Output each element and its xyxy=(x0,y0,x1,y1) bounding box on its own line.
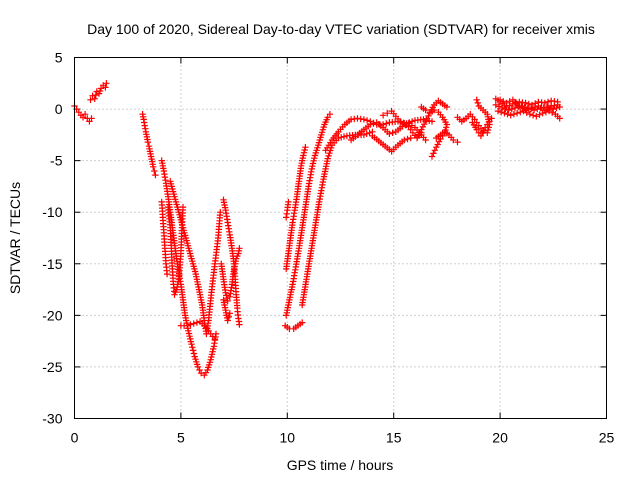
series-track-t xyxy=(379,107,404,125)
series-markers xyxy=(282,319,306,332)
series-markers xyxy=(469,115,495,140)
series-track-y xyxy=(454,96,493,136)
x-tick-label: 15 xyxy=(386,430,402,446)
y-tick-label: -10 xyxy=(42,204,62,220)
series-track-ab xyxy=(494,107,563,122)
chart-title: Day 100 of 2020, Sidereal Day-to-day VTE… xyxy=(87,21,595,37)
series-markers xyxy=(218,245,243,305)
x-tick-label: 25 xyxy=(599,430,615,446)
series-markers xyxy=(433,128,461,146)
series-track-m xyxy=(283,144,309,273)
series-markers xyxy=(418,97,451,116)
y-tick-label: 0 xyxy=(55,101,63,117)
series-markers xyxy=(454,96,493,136)
y-tick-label: 5 xyxy=(55,50,63,66)
x-tick-label: 10 xyxy=(280,430,296,446)
series-markers xyxy=(220,296,233,324)
y-tick-label: -5 xyxy=(50,153,63,169)
y-tick-label: -30 xyxy=(42,411,62,427)
series-markers xyxy=(139,111,159,179)
series-track-g xyxy=(167,178,224,338)
series-markers xyxy=(299,128,376,309)
series-track-p xyxy=(299,128,376,309)
series-track-s xyxy=(369,132,414,155)
series-track-b xyxy=(87,80,110,103)
y-tick-label: -25 xyxy=(42,359,62,375)
series-track-z xyxy=(469,115,495,140)
y-tick-label: -20 xyxy=(42,307,62,323)
series-markers xyxy=(283,111,334,319)
series-track-e xyxy=(158,198,171,278)
x-tick-label: 5 xyxy=(177,430,185,446)
series-markers xyxy=(379,107,404,125)
series-track-v xyxy=(418,97,451,116)
series-track-h xyxy=(177,318,219,343)
y-tick-label: -15 xyxy=(42,256,62,272)
data-points xyxy=(71,80,563,379)
series-markers xyxy=(87,80,110,103)
series-markers xyxy=(167,178,224,338)
series-track-l xyxy=(282,319,306,332)
series-markers xyxy=(283,144,309,273)
series-track-o xyxy=(283,198,292,221)
x-tick-label: 0 xyxy=(71,430,79,446)
series-markers xyxy=(177,318,219,343)
series-track-ad xyxy=(496,96,561,114)
series-markers xyxy=(283,198,292,221)
series-markers xyxy=(401,120,425,142)
y-axis-label: SDTVAR / TECUs xyxy=(7,182,23,294)
series-track-w xyxy=(401,120,425,142)
x-axis-label: GPS time / hours xyxy=(287,457,394,473)
series-track-n xyxy=(283,111,334,319)
series-markers xyxy=(494,107,563,122)
series-track-c xyxy=(139,111,159,179)
series-markers xyxy=(369,132,414,155)
series-track-x xyxy=(433,128,461,146)
series-track-j xyxy=(218,245,243,305)
series-markers xyxy=(496,96,561,114)
series-markers xyxy=(158,198,171,278)
plot-frame xyxy=(74,57,607,419)
series-track-k xyxy=(220,296,233,324)
x-tick-label: 20 xyxy=(492,430,508,446)
